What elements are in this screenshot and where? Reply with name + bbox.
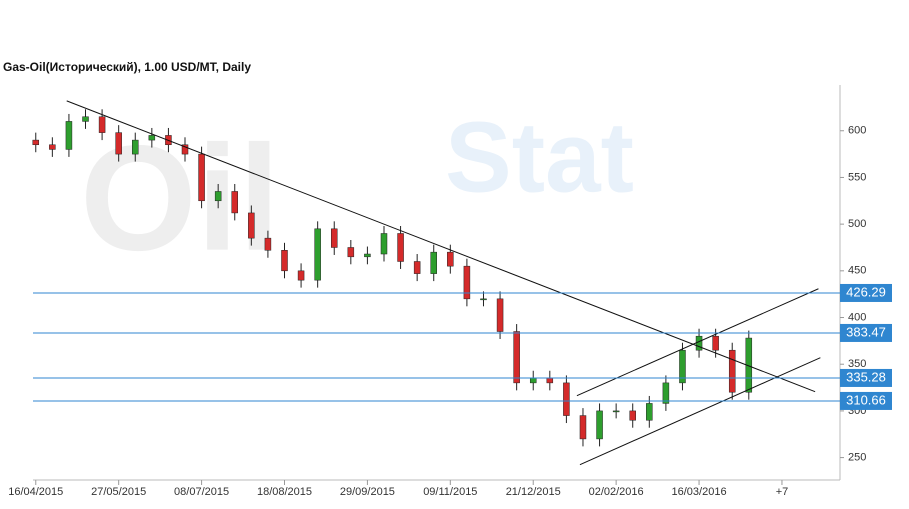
x-tick-label: 09/11/2015 — [423, 486, 477, 498]
level-label-box — [840, 283, 892, 302]
trend-line — [576, 288, 819, 397]
candle-body — [463, 265, 471, 300]
candle-body — [364, 253, 371, 258]
candle-body — [712, 335, 719, 351]
candle-body — [612, 410, 620, 413]
y-tick-label: 450 — [848, 265, 866, 277]
candle-body — [132, 139, 139, 155]
candle-body — [546, 377, 554, 384]
level-label: 426.29 — [846, 284, 886, 299]
candle-body — [513, 331, 520, 384]
watermark-text: Oil — [80, 114, 280, 282]
candle-body — [198, 153, 205, 202]
level-label-box — [840, 391, 892, 410]
candle-body — [297, 270, 305, 281]
candle-body — [330, 228, 338, 248]
level-label-box — [840, 323, 892, 342]
y-tick-label: 600 — [848, 125, 866, 137]
candle-body — [380, 233, 388, 255]
candle-body — [579, 415, 587, 440]
y-tick-label: 250 — [848, 451, 866, 463]
candle-body — [32, 139, 40, 146]
candle-body — [148, 135, 156, 141]
watermark-text: Stat — [445, 101, 634, 213]
x-tick-label: 29/09/2015 — [340, 486, 395, 498]
candle-body — [596, 410, 603, 440]
candle-body — [347, 247, 355, 258]
x-tick-label: 27/05/2015 — [91, 486, 146, 498]
candle-body — [98, 116, 106, 133]
candle-body — [49, 144, 56, 150]
level-label: 383.47 — [846, 324, 886, 339]
candle-body — [629, 410, 636, 421]
candle-body — [281, 250, 288, 272]
x-tick-label: 02/02/2016 — [589, 486, 644, 498]
candle-body — [529, 377, 537, 384]
level-label-box — [840, 368, 892, 387]
candle-body — [563, 382, 570, 416]
candle-body — [679, 349, 686, 384]
candle-body — [413, 261, 421, 274]
x-tick-label: 16/03/2016 — [672, 486, 727, 498]
candle-body — [695, 335, 703, 351]
candle-body — [728, 349, 736, 393]
candle-body — [430, 251, 437, 274]
y-tick-label: 550 — [848, 171, 866, 183]
level-label: 335.28 — [846, 369, 886, 384]
chart-title: Gas-Oil(Исторический), 1.00 USD/MT, Dail… — [3, 60, 251, 74]
x-tick-label: 16/04/2015 — [8, 486, 63, 498]
candle-body — [397, 233, 404, 262]
candle-body — [65, 121, 73, 150]
candle-body — [662, 382, 670, 404]
candle-body — [115, 132, 122, 155]
x-tick-label: 08/07/2015 — [174, 486, 229, 498]
y-tick-label: 500 — [848, 218, 866, 230]
candle-body — [181, 144, 189, 155]
x-tick-label: 18/08/2015 — [257, 486, 312, 498]
x-tick-label: +7 — [776, 486, 789, 498]
trend-line — [66, 100, 816, 393]
trend-line — [579, 357, 821, 466]
y-tick-label: 400 — [848, 311, 866, 323]
candle-body — [82, 116, 89, 122]
candle-body — [447, 251, 454, 267]
candle-body — [248, 212, 255, 239]
watermark: Oil Stat — [80, 101, 634, 281]
candle-body — [646, 403, 653, 421]
level-label: 310.66 — [846, 392, 886, 407]
x-tick-label: 21/12/2015 — [506, 486, 561, 498]
candle-body — [314, 228, 321, 281]
candle-body — [496, 298, 504, 332]
candle-body — [214, 191, 222, 202]
y-tick-label: 350 — [848, 358, 866, 370]
candle-body — [264, 237, 272, 251]
candle-body — [231, 191, 238, 214]
candle-body — [480, 298, 487, 301]
